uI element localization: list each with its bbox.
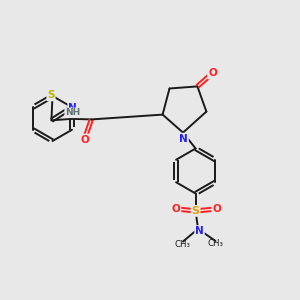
Text: S: S — [47, 90, 55, 100]
Text: N: N — [195, 226, 204, 236]
Text: N: N — [68, 103, 77, 113]
Text: NH: NH — [65, 108, 80, 117]
Text: CH₃: CH₃ — [208, 239, 224, 248]
Text: O: O — [172, 204, 181, 214]
Text: O: O — [208, 68, 217, 79]
Text: N: N — [179, 134, 188, 144]
Text: O: O — [80, 134, 89, 145]
Text: S: S — [192, 206, 200, 216]
Text: O: O — [212, 204, 221, 214]
Text: CH₃: CH₃ — [174, 240, 190, 249]
